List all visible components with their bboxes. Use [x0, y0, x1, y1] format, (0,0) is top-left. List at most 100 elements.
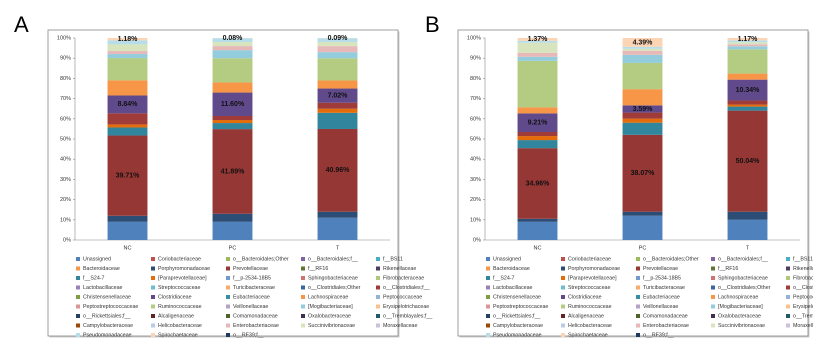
bar-segment	[213, 58, 253, 82]
legend-label: f__RF16	[718, 266, 738, 272]
legend-swatch	[376, 267, 380, 271]
bar-segment	[728, 44, 768, 46]
bar-segment	[623, 63, 663, 89]
panel-label: B	[425, 12, 440, 37]
legend-label: Spirochaetaceae	[568, 332, 608, 338]
legend-label: o__Clostridiales;f__	[793, 285, 813, 291]
legend-label: Peptococcaceae	[383, 294, 422, 300]
legend-label: o__Bacteroidales;f__	[308, 256, 358, 262]
legend-swatch	[226, 257, 230, 261]
legend-swatch	[376, 276, 380, 280]
legend-label: Pseudomonadaceae	[83, 332, 132, 338]
data-label: 0.08%	[223, 35, 244, 42]
data-label: 10.34%	[736, 87, 761, 94]
legend-swatch	[301, 295, 305, 299]
legend-swatch	[301, 286, 305, 290]
legend-label: f__p-2534-18B5	[643, 275, 681, 281]
legend-swatch	[76, 324, 80, 328]
legend-swatch	[226, 267, 230, 271]
legend-label: Alcaligenaceae	[158, 313, 194, 319]
legend-label: Lactobacillaceae	[493, 285, 533, 291]
bar-segment	[318, 52, 358, 58]
y-tick-label: 40%	[470, 157, 481, 163]
legend-swatch	[486, 333, 490, 337]
bar-segment	[213, 82, 253, 92]
legend-label: Peptococcaceae	[793, 294, 813, 300]
legend-label: o__RF39;f__	[643, 332, 674, 338]
legend-swatch	[376, 295, 380, 299]
legend-swatch	[486, 305, 490, 309]
bar-segment	[213, 46, 253, 50]
bar-segment	[518, 107, 558, 113]
y-tick-label: 100%	[467, 35, 481, 41]
data-label: 3.59%	[633, 106, 654, 113]
legend-swatch	[486, 314, 490, 318]
legend-swatch	[711, 305, 715, 309]
legend-swatch	[226, 305, 230, 309]
legend-swatch	[486, 267, 490, 271]
legend-swatch	[561, 276, 565, 280]
bar-segment	[728, 212, 768, 220]
y-tick-label: 80%	[60, 76, 71, 82]
bar-segment	[728, 101, 768, 105]
legend-swatch	[226, 276, 230, 280]
bar-segment	[108, 80, 148, 95]
legend-swatch	[301, 276, 305, 280]
legend-label: Comamonadaceae	[233, 313, 278, 319]
y-tick-label: 10%	[470, 217, 481, 223]
legend-label: o__Clostridiales;f__	[383, 285, 430, 291]
bar-segment	[518, 43, 558, 53]
legend-label: Sphingobacteriaceae	[718, 275, 768, 281]
legend-swatch	[711, 295, 715, 299]
y-tick-label: 30%	[470, 177, 481, 183]
legend-swatch	[561, 295, 565, 299]
legend-label: Rikenellaceae	[793, 266, 813, 272]
legend-swatch	[636, 286, 640, 290]
legend-swatch	[76, 305, 80, 309]
legend-label: [Paraprevotellaceae]	[568, 275, 617, 281]
legend-swatch	[151, 305, 155, 309]
legend-swatch	[486, 286, 490, 290]
legend-swatch	[486, 276, 490, 280]
bar-segment	[518, 136, 558, 140]
bar-segment	[518, 53, 558, 57]
data-label: 7.02%	[328, 92, 349, 99]
legend-swatch	[376, 305, 380, 309]
bar-segment	[623, 49, 663, 51]
legend-label: Rikenellaceae	[383, 266, 416, 272]
legend-label: Bacteroidaceae	[493, 266, 530, 272]
bar-segment	[623, 89, 663, 105]
legend-swatch	[376, 324, 380, 328]
legend-swatch	[486, 257, 490, 261]
legend-label: Fibrobacteraceae	[793, 275, 813, 281]
legend-swatch	[486, 324, 490, 328]
legend-swatch	[561, 286, 565, 290]
legend-label: Oxalobacteraceae	[308, 313, 351, 319]
legend-label: [Mogibacteriaceae]	[718, 304, 763, 310]
legend-label: f__BS11	[383, 256, 403, 262]
legend-label: Erysipelotrichaceae	[383, 304, 429, 310]
legend-label: Pseudomonadaceae	[493, 332, 542, 338]
legend-label: Erysipelotrichaceae	[793, 304, 813, 310]
legend-swatch	[151, 276, 155, 280]
bar-segment	[728, 105, 768, 107]
y-tick-label: 70%	[470, 96, 481, 102]
y-tick-label: 80%	[470, 76, 481, 82]
legend-swatch	[376, 286, 380, 290]
legend-swatch	[76, 295, 80, 299]
legend-label: Ruminococcaceae	[568, 304, 612, 310]
legend-swatch	[301, 314, 305, 318]
data-label: 38.07%	[631, 170, 656, 177]
legend-label: o__Clostridiales;Other	[718, 285, 771, 291]
legend-swatch	[711, 276, 715, 280]
x-tick-label: PC	[229, 245, 237, 251]
data-label: 1.17%	[738, 36, 759, 43]
bar-segment	[213, 222, 253, 240]
bar-segment	[108, 54, 148, 58]
legend-swatch	[711, 324, 715, 328]
y-tick-label: 30%	[60, 177, 71, 183]
legend-swatch	[486, 295, 490, 299]
legend-swatch	[151, 295, 155, 299]
bar-segment	[518, 140, 558, 148]
legend-label: Peptostreptococcaceae	[83, 304, 138, 310]
